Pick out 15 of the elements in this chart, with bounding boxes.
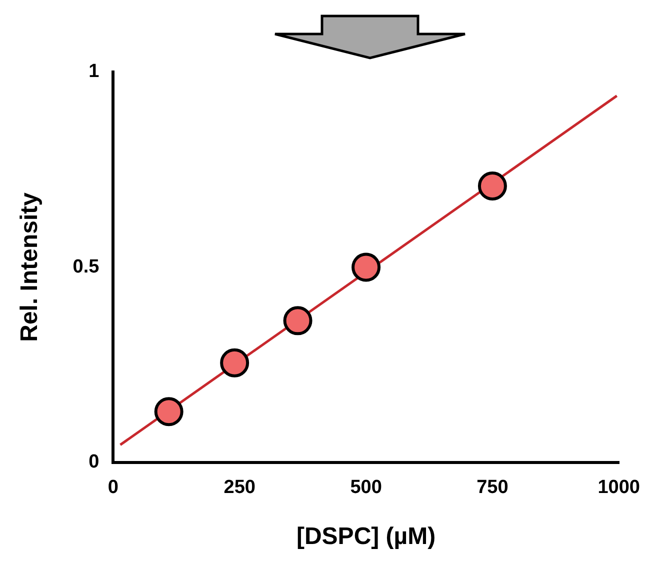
x-tick-label: 750	[476, 477, 508, 498]
point	[283, 306, 312, 336]
point	[154, 397, 184, 426]
point	[478, 171, 507, 200]
x-tick-label: 1000	[598, 477, 640, 498]
point	[352, 252, 381, 282]
x-tick-label: 0	[108, 477, 118, 498]
y-tick-label: 0.5	[72, 256, 100, 278]
x-axis-title: [DSPC] (µM)	[296, 523, 436, 550]
x-tick-label: 250	[224, 477, 256, 498]
point	[220, 348, 250, 378]
y-tick-label: 1	[88, 61, 100, 82]
y-axis-title: Rel. Intensity	[16, 192, 44, 342]
y-tick-label: 0	[88, 452, 100, 473]
x-tick-label: 500	[350, 477, 382, 498]
